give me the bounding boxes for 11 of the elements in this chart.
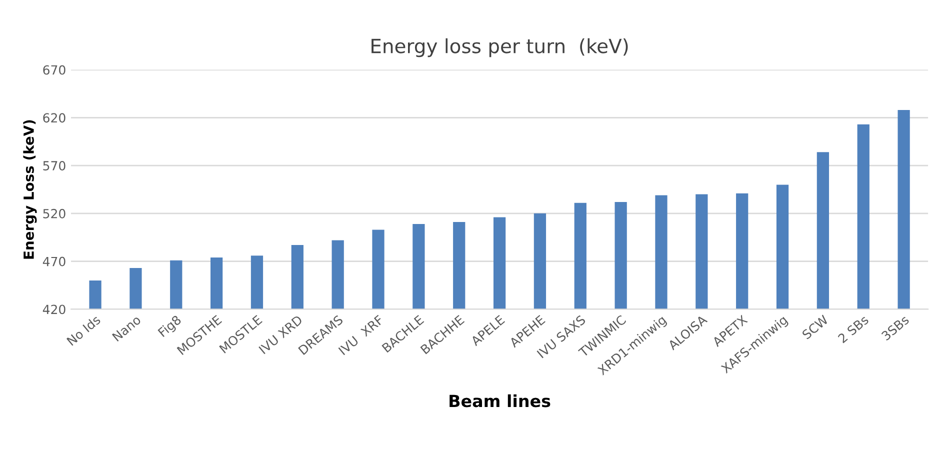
y-tick-label: 620 [43,113,66,123]
y-axis-title: Energy Loss (keV) [23,120,37,259]
y-tick-label: 520 [43,208,66,218]
y-tick-label: 570 [43,161,66,170]
y-tick-label: 470 [42,256,66,266]
chart-title: Energy loss per turn (keV) [372,38,628,58]
x-tick-label: No Ids [66,314,102,346]
y-tick-label: 670 [43,65,66,75]
x-tick-label: 2 SBs [837,314,870,344]
x-axis-title: Beam lines [450,394,550,408]
y-tick-label: 420 [42,304,66,314]
